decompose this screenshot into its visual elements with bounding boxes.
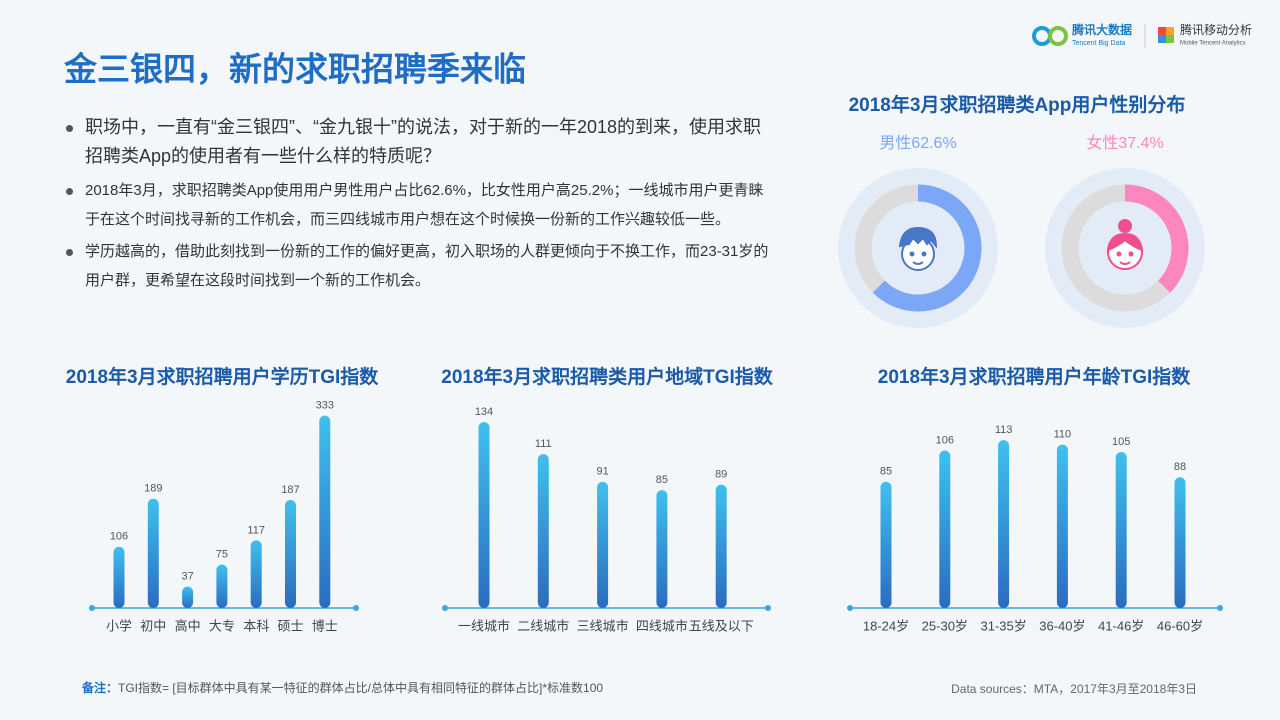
donut-label: 男性62.6% xyxy=(879,134,956,152)
value-label: 106 xyxy=(936,434,954,446)
bar xyxy=(880,481,892,608)
chart-title: 2018年3月求职招聘用户年龄TGI指数 xyxy=(878,365,1191,388)
value-label: 111 xyxy=(535,438,552,450)
x-tick-label: 31-35岁 xyxy=(980,618,1026,633)
axis-dot xyxy=(353,605,359,611)
bar xyxy=(182,586,194,608)
x-tick-label: 46-60岁 xyxy=(1157,618,1203,633)
value-label: 105 xyxy=(1112,436,1130,448)
x-tick-label: 25-30岁 xyxy=(922,618,968,633)
value-label: 189 xyxy=(144,483,162,495)
female-icon xyxy=(1106,219,1144,270)
note: TGI指数= [目标群体中具有某一特征的群体占比/总体中具有相同特征的群体占比]… xyxy=(118,680,603,695)
bar xyxy=(1174,477,1186,608)
donut-label: 女性37.4% xyxy=(1086,133,1163,152)
bar xyxy=(998,440,1010,608)
x-tick-label: 四线城市 xyxy=(636,618,688,633)
bar xyxy=(478,422,490,608)
bar xyxy=(1056,444,1068,608)
value-label: 110 xyxy=(1054,428,1072,440)
bullet: 2018年3月，求职招聘类App使用用户男性用户占比62.6%，比女性用户高25… xyxy=(66,176,775,234)
x-tick-label: 高中 xyxy=(175,618,201,633)
value-label: 117 xyxy=(247,524,265,536)
note-label: 备注： xyxy=(81,680,118,695)
bar xyxy=(537,454,549,608)
x-tick-label: 41-46岁 xyxy=(1098,618,1144,633)
chart-title: 2018年3月求职招聘用户学历TGI指数 xyxy=(66,365,379,388)
bar xyxy=(113,546,125,608)
bullet: 职场中，一直有“金三银四”、“金九银十”的说法，对于新的一年2018的到来，使用… xyxy=(66,113,775,171)
value-label: 75 xyxy=(216,549,228,561)
male-icon xyxy=(898,226,938,271)
value-label: 134 xyxy=(475,406,493,418)
logo-text: Tencent Big Data xyxy=(1072,40,1125,47)
x-tick-label: 博士 xyxy=(312,618,338,633)
value-label: 37 xyxy=(181,571,193,583)
value-label: 89 xyxy=(715,468,727,480)
source: Data sources：MTA，2017年3月至2018年3日 xyxy=(951,682,1197,696)
bar xyxy=(319,415,331,608)
value-label: 106 xyxy=(110,531,128,543)
axis-dot xyxy=(1217,605,1223,611)
x-tick-label: 三线城市 xyxy=(577,618,629,633)
donut-arc xyxy=(872,184,982,312)
title: 金三银四，新的求职招聘季来临 xyxy=(63,51,526,88)
bar xyxy=(1115,452,1127,608)
bar xyxy=(715,484,727,608)
axis-dot xyxy=(765,605,771,611)
value-label: 91 xyxy=(596,466,608,478)
value-label: 85 xyxy=(656,474,668,486)
value-label: 333 xyxy=(316,400,334,412)
bar xyxy=(216,564,228,608)
x-tick-label: 五线及以下 xyxy=(689,618,754,633)
value-label: 85 xyxy=(880,466,892,478)
bar xyxy=(250,540,262,608)
logo-text: 腾讯移动分析 xyxy=(1180,22,1252,37)
axis-dot xyxy=(89,605,95,611)
value-label: 88 xyxy=(1174,461,1186,473)
bar xyxy=(147,498,159,608)
x-tick-label: 硕士 xyxy=(277,618,303,633)
logo-text: Mobile Tencent Analytics xyxy=(1180,41,1246,47)
bar xyxy=(939,450,951,608)
x-tick-label: 二线城市 xyxy=(517,618,569,633)
logo: 腾讯大数据 Tencent Big Data 腾讯移动分析 Mobile Ten… xyxy=(1032,22,1252,48)
x-tick-label: 大专 xyxy=(209,618,235,633)
axis-dot xyxy=(442,605,448,611)
bar xyxy=(285,499,296,608)
value-label: 113 xyxy=(995,424,1013,436)
value-label: 187 xyxy=(281,484,299,496)
x-tick-label: 小学 xyxy=(106,618,132,633)
x-tick-label: 18-24岁 xyxy=(863,618,909,633)
x-tick-label: 本科 xyxy=(243,618,269,633)
x-tick-label: 一线城市 xyxy=(458,618,510,633)
donut-arc xyxy=(1124,184,1189,293)
logo-text: 腾讯大数据 xyxy=(1071,22,1132,37)
x-tick-label: 36-40岁 xyxy=(1039,618,1085,633)
bar xyxy=(656,490,668,608)
chart-title: 2018年3月求职招聘类用户地域TGI指数 xyxy=(441,365,773,388)
chart-title: 2018年3月求职招聘类App用户性别分布 xyxy=(849,93,1186,116)
x-tick-label: 初中 xyxy=(140,618,166,633)
bar xyxy=(597,481,609,608)
axis-dot xyxy=(847,605,853,611)
bullet: 学历越高的，借助此刻找到一份新的工作的偏好更高，初入职场的人群更倾向于不换工作，… xyxy=(66,237,775,295)
